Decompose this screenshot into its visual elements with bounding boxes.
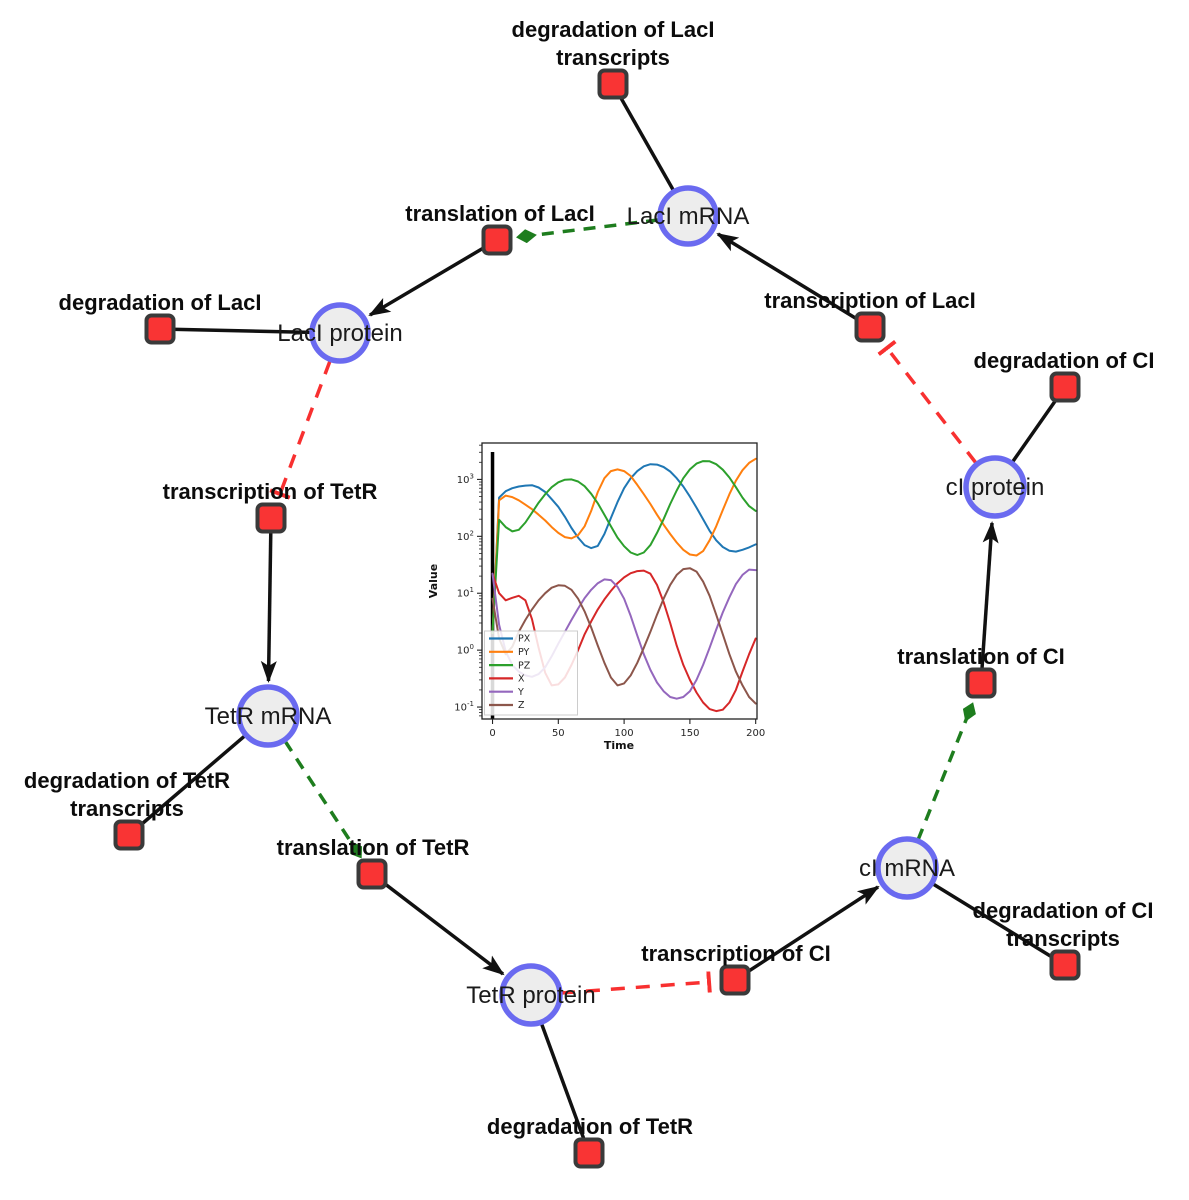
chart-legend: PX PY PZ XYZ [484, 630, 578, 716]
species-node-laci-mrna[interactable] [657, 185, 719, 247]
edge-translation-tetr-to-tetr-protein [370, 872, 505, 976]
edge-transcription-ci-to-ci-mrna [734, 885, 880, 982]
reaction-label: transcription of CI [641, 941, 830, 966]
species-label: TetR mRNA [205, 703, 332, 730]
reaction-node-deg-laci-transcripts[interactable] [597, 68, 629, 100]
chart-curve-Z [491, 567, 757, 705]
species-node-tetr-protein[interactable] [499, 963, 563, 1027]
reaction-label: degradation of TetR [487, 1114, 693, 1139]
y-axis-tick-label: 103 [457, 472, 474, 486]
reaction-label: transcripts [1006, 926, 1120, 951]
chart-ticks: 103 102 101 100 10-1 0 50 100 150 200 [454, 444, 765, 739]
species-label: TetR protein [466, 982, 595, 1009]
reaction-node-deg-laci[interactable] [144, 313, 176, 345]
edge-laci-protein-inhibits-transcription-tetr [269, 360, 332, 500]
reaction-label: transcription of TetR [163, 479, 378, 504]
plot-frame [481, 442, 758, 720]
species-node-laci-protein[interactable] [309, 302, 371, 364]
reaction-node-deg-ci-transcripts[interactable] [1049, 949, 1081, 981]
legend-label-PX: PX [518, 634, 531, 645]
reaction-node-translation-laci[interactable] [481, 224, 513, 256]
edge-translation-laci-to-laci-protein [368, 238, 498, 317]
x-axis-label: Time [604, 739, 634, 752]
reaction-node-transcription-tetr[interactable] [255, 502, 287, 534]
reaction-node-transcription-laci[interactable] [854, 311, 886, 343]
x-axis-tick-label: 200 [746, 728, 765, 739]
edge-translation-ci-to-ci-protein [979, 521, 999, 684]
reaction-label: degradation of CI [973, 898, 1154, 923]
x-axis-tick-label: 0 [489, 728, 495, 739]
species-label: LacI protein [277, 320, 402, 347]
edge-transcription-laci-to-laci-mrna [716, 232, 871, 329]
reaction-node-translation-tetr[interactable] [356, 858, 388, 890]
chart-curve-PY [491, 457, 757, 634]
species-node-ci-protein[interactable] [963, 455, 1027, 519]
reaction-label: transcripts [70, 796, 184, 821]
y-axis-tick-label: 100 [457, 643, 474, 657]
legend-label-PZ: PZ [518, 660, 531, 671]
labels: degradation of LacI transcripts translat… [24, 17, 1155, 1139]
species-label: LacI mRNA [627, 203, 750, 230]
reaction-label: transcription of LacI [764, 288, 975, 313]
x-axis-tick-label: 150 [680, 728, 699, 739]
reaction-label: degradation of TetR [24, 768, 230, 793]
y-axis-tick-label: 101 [457, 586, 474, 600]
edge-laci-mrna-activates-translation-laci [516, 218, 659, 244]
edges [127, 83, 1067, 1154]
legend-label-Z: Z [518, 700, 525, 711]
edge-tetr-mrna-activates-translation-tetr [283, 740, 363, 859]
legend-box [484, 630, 578, 716]
reaction-label: translation of CI [897, 644, 1064, 669]
reaction-node-deg-ci[interactable] [1049, 371, 1081, 403]
reaction-node-deg-tetr[interactable] [573, 1137, 605, 1169]
chart-curve-PZ [491, 460, 757, 634]
species-node-ci-mrna[interactable] [875, 836, 939, 900]
y-axis-tick-label: 10-1 [454, 700, 474, 714]
reaction-label: transcripts [556, 45, 670, 70]
edge-transcription-tetr-to-tetr-mrna [260, 517, 277, 683]
legend-label-Y: Y [517, 687, 524, 698]
reaction-label: translation of TetR [277, 835, 470, 860]
y-axis-label: Value [427, 564, 440, 598]
reaction-node-deg-tetr-transcripts[interactable] [113, 819, 145, 851]
reaction-label: degradation of CI [974, 348, 1155, 373]
x-axis-tick-label: 50 [552, 728, 565, 739]
reaction-node-transcription-ci[interactable] [719, 964, 751, 996]
legend-label-X: X [518, 674, 525, 685]
x-axis-tick-label: 100 [615, 728, 634, 739]
reaction-nodes [113, 68, 1081, 1169]
edge-ci-protein-inhibits-transcription-laci [877, 339, 978, 465]
species-nodes [236, 185, 1027, 1027]
edge-ci-mrna-activates-translation-ci [916, 702, 976, 841]
legend-label-PY: PY [518, 647, 530, 658]
species-label: cI mRNA [859, 855, 955, 882]
reaction-label: translation of LacI [405, 201, 594, 226]
reaction-node-translation-ci[interactable] [965, 667, 997, 699]
species-label: cI protein [946, 474, 1045, 501]
y-axis-tick-label: 102 [457, 529, 474, 543]
reaction-label: degradation of LacI [59, 290, 262, 315]
species-node-tetr-mrna[interactable] [236, 684, 300, 748]
reaction-label: degradation of LacI [512, 17, 715, 42]
chart-curve-PX [491, 463, 757, 634]
